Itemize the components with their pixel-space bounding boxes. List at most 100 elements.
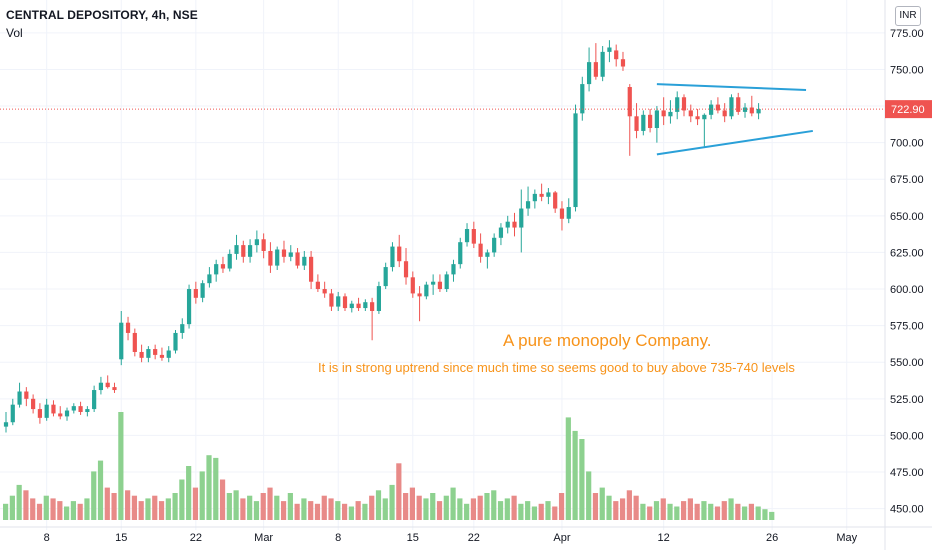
- volume-bar: [308, 501, 314, 520]
- volume-bar: [213, 457, 219, 520]
- price-tick-label: 525.00: [890, 394, 924, 406]
- triangle-upper-trendline: [656, 83, 807, 91]
- candle-body: [688, 110, 693, 117]
- candle-body: [614, 50, 619, 60]
- candle-body: [702, 114, 707, 120]
- currency-button[interactable]: INR: [895, 6, 921, 26]
- time-tick-label: Mar: [254, 532, 273, 544]
- candle-body: [492, 237, 497, 253]
- volume-bar: [321, 495, 327, 520]
- candle-body: [92, 390, 97, 410]
- candle-body: [607, 47, 612, 52]
- candle-body: [390, 246, 395, 268]
- volume-bar: [111, 493, 117, 520]
- volume-bar: [104, 487, 110, 520]
- volume-bar: [36, 503, 43, 520]
- candle-body: [363, 302, 368, 309]
- candle-body: [356, 303, 361, 309]
- volume-bar: [674, 506, 680, 520]
- volume-bar: [613, 501, 619, 520]
- volume-bar: [491, 490, 497, 520]
- price-tick-label: 750.00: [890, 64, 924, 76]
- volume-bar: [599, 487, 605, 520]
- volume-bar: [572, 430, 578, 520]
- time-axis[interactable]: 8 15 22 Mar 8 15 22 Apr 12 26 May: [0, 526, 932, 544]
- volume-bar: [538, 503, 544, 520]
- candle-body: [586, 62, 592, 85]
- volume-bar: [511, 495, 517, 520]
- annotation-title: A pure monopoly Company.: [503, 331, 712, 350]
- volume-bar: [70, 501, 76, 520]
- symbol-title[interactable]: CENTRAL DEPOSITORY, 4h, NSE: [6, 8, 198, 22]
- candle-body: [410, 277, 415, 294]
- volume-bar: [443, 495, 449, 520]
- candle-body: [322, 289, 327, 294]
- volume-bar: [484, 493, 490, 520]
- grid-lines: [0, 0, 885, 530]
- volume-bar: [694, 503, 700, 520]
- candle-body: [234, 245, 239, 254]
- candle-body: [302, 256, 307, 266]
- volume-bar: [430, 493, 436, 520]
- candle-body: [715, 104, 720, 111]
- candle-body: [220, 264, 226, 269]
- price-tick-label: 625.00: [890, 247, 924, 259]
- volume-bar: [403, 493, 409, 520]
- candle-body: [139, 351, 144, 358]
- volume-bar: [3, 503, 9, 520]
- candle-body: [600, 51, 605, 77]
- volume-bar: [464, 503, 470, 520]
- candle-body: [166, 350, 171, 358]
- time-tick-label: 8: [335, 532, 341, 544]
- volume-bar: [280, 501, 287, 520]
- volume-bar: [158, 501, 165, 520]
- volume-bar: [389, 484, 395, 520]
- candle-body: [261, 239, 266, 251]
- annotation-subtitle: It is in strong uptrend since much time …: [318, 360, 795, 375]
- volume-bar: [267, 487, 273, 520]
- candle-body: [309, 256, 314, 282]
- candle-body: [247, 245, 253, 257]
- volume-bar: [118, 412, 124, 520]
- candle-body: [742, 107, 748, 112]
- volume-label[interactable]: Vol: [6, 26, 23, 40]
- candle-body: [241, 245, 246, 257]
- volume-bar: [423, 498, 429, 520]
- volume-bar: [186, 466, 192, 520]
- volume-bar: [247, 495, 253, 520]
- candle-body: [498, 227, 504, 238]
- volume-bar: [701, 501, 707, 520]
- candle-body: [553, 192, 558, 209]
- price-axis[interactable]: 450.00 475.00 500.00 525.00 550.00 575.00 600.…: [884, 0, 932, 550]
- candle-body: [478, 243, 483, 257]
- volume-bar: [77, 503, 83, 520]
- candle-body: [756, 108, 761, 114]
- volume-bar: [565, 417, 571, 520]
- candle-body: [641, 114, 646, 131]
- candle-body: [200, 283, 205, 298]
- volume-bar: [619, 498, 626, 520]
- volume-bar: [253, 501, 260, 520]
- time-tick-label: 22: [190, 532, 202, 544]
- volume-bar: [192, 487, 199, 520]
- candle-body: [329, 293, 334, 307]
- candle-body: [132, 332, 137, 352]
- volume-bar: [626, 490, 632, 520]
- candle-body: [485, 252, 490, 257]
- volume-bar: [708, 503, 714, 520]
- candle-body: [648, 114, 653, 129]
- candle-body: [736, 97, 741, 112]
- volume-bar: [436, 501, 443, 520]
- candle-body: [444, 274, 449, 290]
- candle-body: [437, 281, 443, 290]
- volume-bar: [240, 498, 246, 520]
- candle-body: [227, 253, 232, 269]
- candle-body: [458, 242, 463, 265]
- price-tick-label: 575.00: [890, 321, 924, 333]
- triangle-lower-trendline: [656, 129, 813, 156]
- candle-body: [573, 113, 578, 208]
- candle-body: [64, 410, 70, 417]
- candle-body: [24, 391, 29, 399]
- candle-body: [593, 62, 598, 77]
